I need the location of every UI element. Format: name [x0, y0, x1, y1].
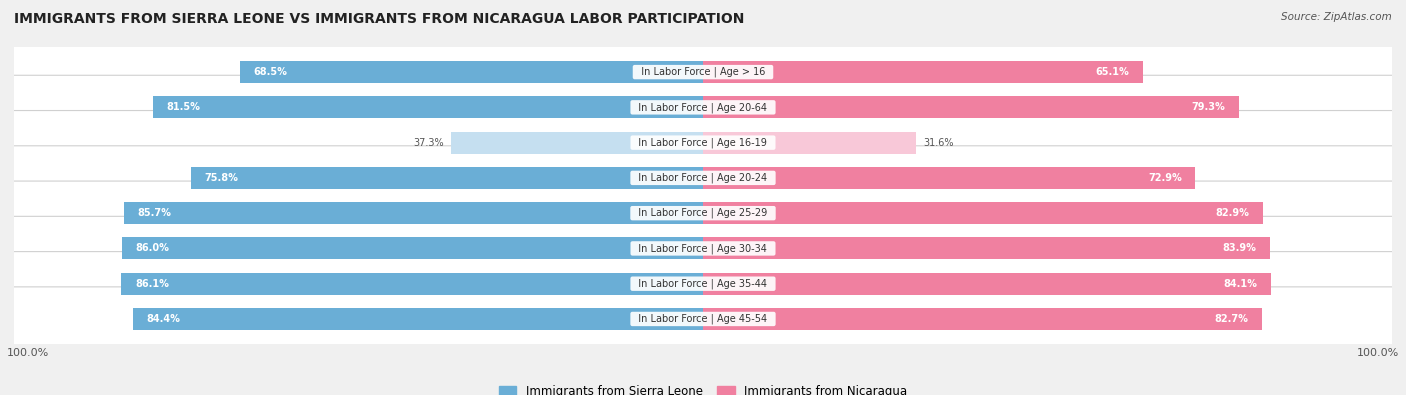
FancyBboxPatch shape: [11, 146, 1395, 210]
Text: In Labor Force | Age 45-54: In Labor Force | Age 45-54: [633, 314, 773, 324]
Text: 86.0%: 86.0%: [135, 243, 170, 254]
Bar: [703, 61, 1143, 83]
Text: 82.9%: 82.9%: [1216, 208, 1250, 218]
Bar: [703, 237, 1270, 260]
Text: 83.9%: 83.9%: [1222, 243, 1256, 254]
Bar: [451, 132, 703, 154]
Text: In Labor Force | Age 16-19: In Labor Force | Age 16-19: [633, 137, 773, 148]
Bar: [124, 202, 703, 224]
FancyBboxPatch shape: [11, 181, 1395, 245]
Text: 81.5%: 81.5%: [166, 102, 200, 112]
FancyBboxPatch shape: [11, 40, 1395, 104]
Text: 65.1%: 65.1%: [1095, 67, 1129, 77]
Text: 37.3%: 37.3%: [413, 137, 444, 148]
Text: IMMIGRANTS FROM SIERRA LEONE VS IMMIGRANTS FROM NICARAGUA LABOR PARTICIPATION: IMMIGRANTS FROM SIERRA LEONE VS IMMIGRAN…: [14, 12, 744, 26]
Text: 68.5%: 68.5%: [254, 67, 288, 77]
Bar: [191, 167, 703, 189]
Text: 82.7%: 82.7%: [1215, 314, 1249, 324]
Bar: [703, 167, 1195, 189]
Bar: [121, 273, 703, 295]
Bar: [703, 132, 917, 154]
Bar: [703, 202, 1263, 224]
Bar: [703, 96, 1239, 118]
Text: 84.4%: 84.4%: [146, 314, 180, 324]
FancyBboxPatch shape: [11, 111, 1395, 175]
Text: 86.1%: 86.1%: [135, 279, 169, 289]
Text: 79.3%: 79.3%: [1191, 102, 1225, 112]
Text: In Labor Force | Age 30-34: In Labor Force | Age 30-34: [633, 243, 773, 254]
Text: In Labor Force | Age 20-24: In Labor Force | Age 20-24: [633, 173, 773, 183]
Text: 84.1%: 84.1%: [1223, 279, 1257, 289]
Text: In Labor Force | Age 20-64: In Labor Force | Age 20-64: [633, 102, 773, 113]
Legend: Immigrants from Sierra Leone, Immigrants from Nicaragua: Immigrants from Sierra Leone, Immigrants…: [494, 380, 912, 395]
FancyBboxPatch shape: [11, 75, 1395, 139]
Text: 31.6%: 31.6%: [924, 137, 953, 148]
Bar: [122, 237, 703, 260]
Bar: [703, 308, 1261, 330]
Bar: [152, 96, 703, 118]
Bar: [240, 61, 703, 83]
FancyBboxPatch shape: [11, 216, 1395, 280]
Text: 85.7%: 85.7%: [138, 208, 172, 218]
Text: In Labor Force | Age > 16: In Labor Force | Age > 16: [634, 67, 772, 77]
Bar: [134, 308, 703, 330]
Text: In Labor Force | Age 35-44: In Labor Force | Age 35-44: [633, 278, 773, 289]
Text: Source: ZipAtlas.com: Source: ZipAtlas.com: [1281, 12, 1392, 22]
FancyBboxPatch shape: [11, 252, 1395, 316]
Text: 72.9%: 72.9%: [1149, 173, 1182, 183]
FancyBboxPatch shape: [11, 287, 1395, 351]
Text: In Labor Force | Age 25-29: In Labor Force | Age 25-29: [633, 208, 773, 218]
Text: 75.8%: 75.8%: [204, 173, 239, 183]
Bar: [703, 273, 1271, 295]
